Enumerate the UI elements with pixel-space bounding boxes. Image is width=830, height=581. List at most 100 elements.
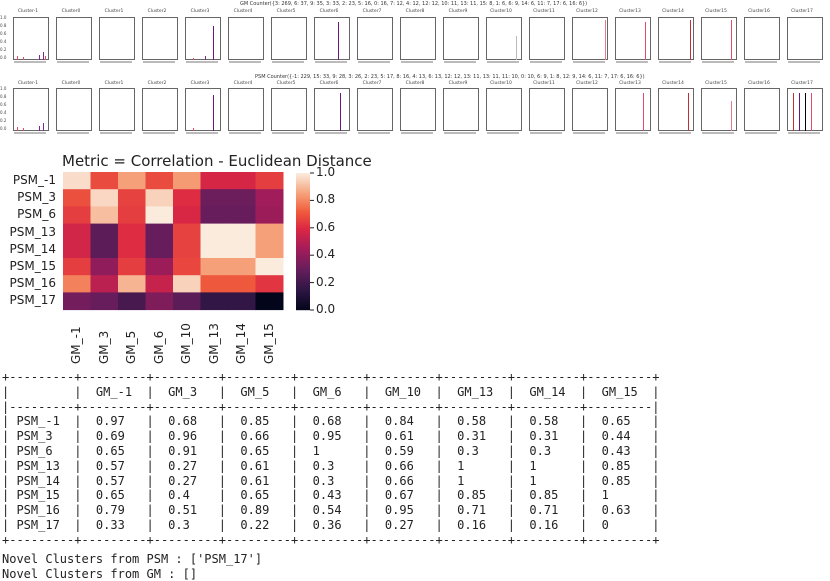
- small-panel-label: Cluster0: [61, 81, 81, 86]
- colorbar-segment: [296, 239, 310, 241]
- heatmap-col-label: GM_3: [96, 330, 111, 364]
- small-panel-label: Cluster0: [61, 9, 81, 14]
- heatmap-col-label: GM_-1: [69, 326, 83, 364]
- small-ytick: 0.0: [0, 126, 7, 131]
- small-xticks: [530, 61, 562, 63]
- colorbar-segment: [296, 200, 310, 202]
- heatmap-row-label: PSM_13: [9, 224, 56, 239]
- heatmap-cell: [173, 172, 201, 190]
- colorbar-segment: [296, 294, 310, 296]
- small-panel: [228, 17, 264, 60]
- small-bar: [338, 22, 339, 60]
- colorbar-segment: [296, 298, 310, 300]
- small-bar: [811, 93, 812, 131]
- heatmap-cell: [228, 223, 256, 242]
- colorbar-segment: [296, 280, 310, 282]
- small-panel-label: Cluster1: [104, 81, 124, 86]
- small-xticks: [315, 132, 347, 134]
- small-ytick: 0.4: [0, 39, 7, 44]
- small-panel-label: Cluster11: [533, 9, 555, 14]
- colorbar-segment: [296, 262, 310, 264]
- heatmap-cell: [63, 240, 91, 259]
- small-xticks: [487, 61, 519, 63]
- small-bar: [805, 93, 806, 131]
- small-panel-label: Cluster16: [748, 81, 770, 86]
- colorbar-segment: [296, 256, 310, 258]
- small-panel-label: Cluster2: [147, 9, 167, 14]
- small-panel-label: Cluster16: [748, 9, 770, 14]
- colorbar-segment: [296, 277, 310, 279]
- colorbar-segment: [296, 194, 310, 196]
- heatmap-cell: [90, 223, 119, 242]
- small-ytick: 0.6: [0, 31, 7, 36]
- small-bar: [690, 20, 691, 60]
- small-bar: [45, 56, 46, 60]
- colorbar-segment: [296, 273, 310, 275]
- small-panel-label: Cluster8: [405, 9, 425, 14]
- small-bar: [193, 128, 194, 131]
- colorbar-segment: [296, 231, 310, 233]
- colorbar-segment: [296, 243, 310, 245]
- small-panel-label: Cluster9: [448, 9, 468, 14]
- small-xticks: [143, 61, 175, 63]
- small-panel: [572, 88, 608, 131]
- colorbar-segment: [296, 229, 310, 231]
- heatmap-cell: [145, 292, 174, 311]
- colorbar-segment: [296, 203, 310, 205]
- small-panel: [443, 17, 479, 60]
- small-panel: [357, 17, 393, 60]
- small-ytick: 0.0: [0, 55, 7, 60]
- small-panel-label: Cluster14: [662, 9, 684, 14]
- colorbar-segment: [296, 179, 310, 181]
- colorbar-segment: [296, 276, 310, 278]
- colorbar-segment: [296, 202, 310, 204]
- heatmap-cell: [145, 172, 174, 190]
- small-panel: [486, 88, 522, 131]
- colorbar-segment: [296, 263, 310, 265]
- small-ytick: 0.2: [0, 118, 7, 123]
- colorbar-segment: [296, 185, 310, 187]
- small-panel: [56, 17, 92, 60]
- colorbar-segment: [296, 175, 310, 177]
- small-xticks: [702, 61, 734, 63]
- heatmap-cell: [145, 206, 174, 225]
- colorbar-segment: [296, 261, 310, 263]
- heatmap-col-label: GM_10: [179, 323, 193, 364]
- heatmap-row-label: PSM_-1: [12, 173, 56, 187]
- small-xticks: [745, 132, 777, 134]
- small-xticks: [745, 61, 777, 63]
- colorbar-segment: [296, 241, 310, 243]
- colorbar-segment: [296, 217, 310, 219]
- small-xticks: [143, 132, 175, 134]
- colorbar-segment: [296, 307, 310, 309]
- small-xticks: [14, 132, 46, 134]
- small-bar: [205, 56, 206, 60]
- colorbar-segment: [296, 233, 310, 235]
- small-panel-label: Cluster-1: [17, 81, 39, 86]
- colorbar-segment: [296, 228, 310, 230]
- small-xticks: [616, 132, 648, 134]
- small-panel-label: Cluster6: [319, 81, 339, 86]
- small-bar: [799, 93, 800, 131]
- small-panel: [314, 88, 350, 131]
- small-bar: [17, 56, 18, 60]
- heatmap-cell: [173, 223, 201, 242]
- colorbar-segment: [296, 227, 310, 229]
- small-ytick: 0.6: [0, 102, 7, 107]
- small-xticks: [358, 132, 390, 134]
- heatmap-cell: [90, 172, 119, 190]
- colorbar-segment: [296, 186, 310, 188]
- heatmap-cell: [255, 206, 284, 225]
- psm-counter-title: PSM Counter({-1: 229, 15: 33, 9: 28, 3: …: [255, 74, 645, 80]
- colorbar-segment: [296, 211, 310, 213]
- heatmap-cell: [145, 240, 174, 259]
- small-panel: [357, 88, 393, 131]
- colorbar-segment: [296, 215, 310, 217]
- colorbar-segment: [296, 290, 310, 292]
- small-xticks: [186, 61, 218, 63]
- small-xticks: [573, 132, 605, 134]
- small-xticks: [401, 132, 433, 134]
- heatmap-cell: [200, 206, 229, 225]
- colorbar-segment: [296, 176, 310, 178]
- small-xticks: [487, 132, 519, 134]
